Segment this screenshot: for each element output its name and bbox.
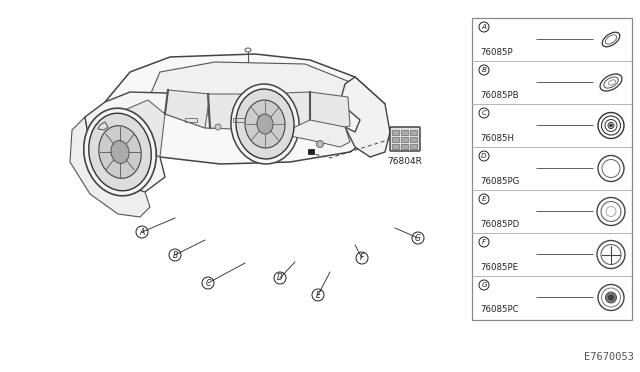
Polygon shape bbox=[208, 94, 258, 130]
Circle shape bbox=[609, 295, 614, 300]
Polygon shape bbox=[70, 117, 150, 217]
Circle shape bbox=[317, 141, 323, 148]
Polygon shape bbox=[105, 54, 385, 164]
Polygon shape bbox=[120, 100, 165, 157]
Bar bbox=[392, 144, 399, 148]
Text: 76085PE: 76085PE bbox=[480, 263, 518, 272]
Text: C: C bbox=[481, 110, 486, 116]
Ellipse shape bbox=[236, 89, 294, 159]
Polygon shape bbox=[85, 122, 165, 192]
Text: E7670053: E7670053 bbox=[584, 352, 634, 362]
Text: 76085PC: 76085PC bbox=[480, 305, 518, 314]
Ellipse shape bbox=[111, 141, 129, 163]
Bar bbox=[410, 129, 417, 135]
Text: B: B bbox=[172, 250, 178, 260]
Circle shape bbox=[215, 124, 221, 130]
Text: 76085P: 76085P bbox=[480, 48, 513, 57]
Polygon shape bbox=[85, 92, 360, 134]
Text: D: D bbox=[481, 153, 487, 159]
Bar bbox=[401, 137, 408, 141]
Polygon shape bbox=[98, 122, 108, 130]
Ellipse shape bbox=[257, 114, 273, 134]
Text: 76085PG: 76085PG bbox=[480, 176, 520, 186]
Text: G: G bbox=[415, 234, 421, 243]
Text: F: F bbox=[482, 239, 486, 245]
Ellipse shape bbox=[89, 113, 151, 191]
Bar bbox=[392, 137, 399, 141]
Ellipse shape bbox=[231, 84, 299, 164]
Text: F: F bbox=[360, 253, 364, 263]
Polygon shape bbox=[165, 90, 210, 128]
Ellipse shape bbox=[99, 126, 141, 178]
FancyBboxPatch shape bbox=[390, 127, 420, 151]
Text: 76804R: 76804R bbox=[388, 157, 422, 166]
Text: E: E bbox=[482, 196, 486, 202]
Bar bbox=[233, 118, 245, 122]
Text: E: E bbox=[316, 291, 321, 299]
Text: A: A bbox=[140, 228, 145, 237]
Bar bbox=[472, 18, 632, 320]
Text: 76085PB: 76085PB bbox=[480, 90, 518, 99]
Polygon shape bbox=[280, 120, 350, 147]
Text: D: D bbox=[277, 273, 283, 282]
Bar bbox=[401, 144, 408, 148]
Text: B: B bbox=[481, 67, 486, 73]
Circle shape bbox=[609, 124, 612, 127]
Text: C: C bbox=[205, 279, 211, 288]
Text: 76085PD: 76085PD bbox=[480, 219, 519, 228]
Polygon shape bbox=[255, 92, 350, 134]
Bar bbox=[392, 129, 399, 135]
Bar bbox=[185, 118, 197, 122]
Polygon shape bbox=[340, 77, 390, 157]
Polygon shape bbox=[148, 62, 375, 130]
Bar bbox=[410, 137, 417, 141]
Ellipse shape bbox=[84, 108, 156, 196]
Ellipse shape bbox=[245, 100, 285, 148]
Text: A: A bbox=[481, 24, 486, 30]
Text: G: G bbox=[481, 282, 487, 288]
Bar bbox=[308, 149, 314, 154]
Bar bbox=[401, 129, 408, 135]
Text: 76085H: 76085H bbox=[480, 134, 514, 142]
Bar bbox=[410, 144, 417, 148]
Circle shape bbox=[605, 292, 616, 303]
